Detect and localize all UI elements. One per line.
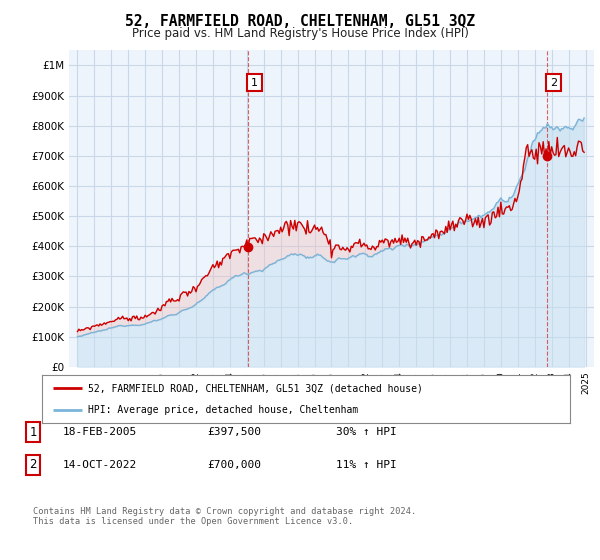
Text: 2: 2 bbox=[29, 458, 37, 472]
Text: 2: 2 bbox=[550, 77, 557, 87]
Text: 30% ↑ HPI: 30% ↑ HPI bbox=[336, 427, 397, 437]
Text: 52, FARMFIELD ROAD, CHELTENHAM, GL51 3QZ: 52, FARMFIELD ROAD, CHELTENHAM, GL51 3QZ bbox=[125, 14, 475, 29]
Text: 52, FARMFIELD ROAD, CHELTENHAM, GL51 3QZ (detached house): 52, FARMFIELD ROAD, CHELTENHAM, GL51 3QZ… bbox=[88, 383, 424, 393]
Text: Contains HM Land Registry data © Crown copyright and database right 2024.
This d: Contains HM Land Registry data © Crown c… bbox=[33, 507, 416, 526]
Text: £700,000: £700,000 bbox=[207, 460, 261, 470]
Text: 1: 1 bbox=[29, 426, 37, 439]
Text: 18-FEB-2005: 18-FEB-2005 bbox=[63, 427, 137, 437]
Text: 14-OCT-2022: 14-OCT-2022 bbox=[63, 460, 137, 470]
Text: £397,500: £397,500 bbox=[207, 427, 261, 437]
Text: 1: 1 bbox=[251, 77, 258, 87]
Text: Price paid vs. HM Land Registry's House Price Index (HPI): Price paid vs. HM Land Registry's House … bbox=[131, 27, 469, 40]
Text: 11% ↑ HPI: 11% ↑ HPI bbox=[336, 460, 397, 470]
Text: HPI: Average price, detached house, Cheltenham: HPI: Average price, detached house, Chel… bbox=[88, 405, 359, 415]
